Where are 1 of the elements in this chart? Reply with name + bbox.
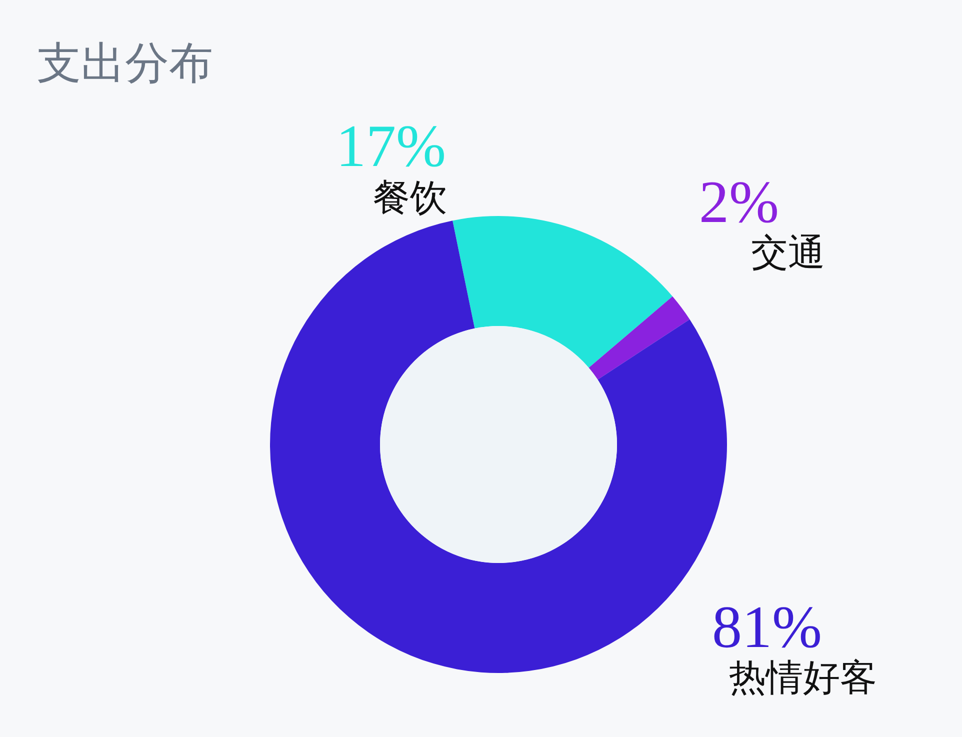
- title: 支出分布: [37, 39, 213, 88]
